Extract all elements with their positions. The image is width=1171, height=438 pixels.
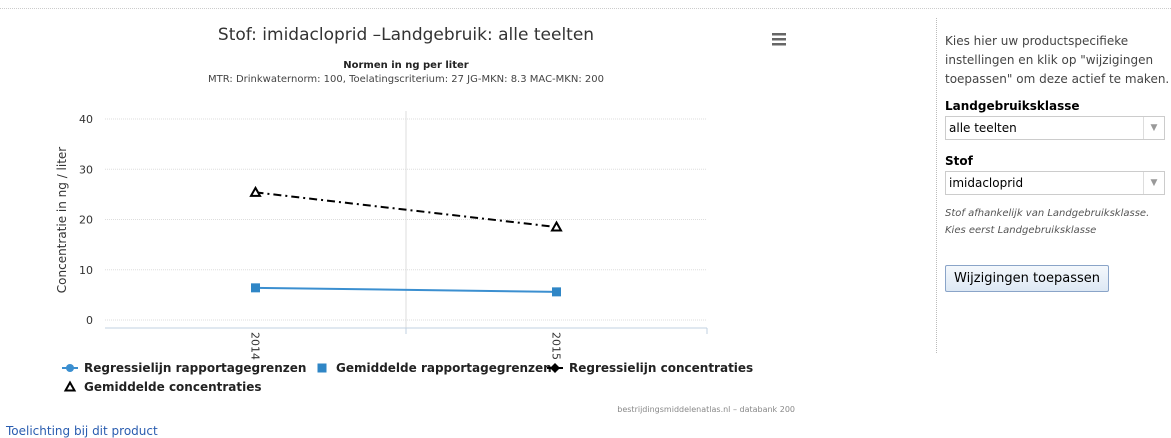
chart-subtitle: Normen in ng per liter bbox=[343, 60, 469, 71]
legend-label: Gemiddelde concentraties bbox=[84, 380, 262, 394]
x-tick-label: 2014 bbox=[249, 332, 262, 360]
legend-item[interactable]: Regressielijn concentraties bbox=[547, 361, 753, 375]
y-axis-label: Concentratie in ng / liter bbox=[55, 147, 69, 294]
y-tick-label: 10 bbox=[79, 264, 93, 277]
legend-symbol bbox=[66, 364, 74, 372]
y-tick-label: 40 bbox=[79, 113, 93, 126]
select[interactable]: imidacloprid ▼ bbox=[945, 171, 1165, 195]
sidebar: Kies hier uw productspecifieke instellin… bbox=[936, 18, 1171, 353]
separator bbox=[0, 8, 1171, 9]
y-tick-label: 0 bbox=[86, 314, 93, 327]
link[interactable]: Toelichting bij dit product bbox=[6, 424, 158, 438]
y-tick-label: 20 bbox=[79, 214, 93, 227]
menu-icon[interactable] bbox=[772, 33, 786, 46]
series-line bbox=[255, 286, 557, 293]
legend-symbol bbox=[550, 363, 560, 373]
select[interactable]: alle teelten ▼ bbox=[945, 116, 1165, 140]
credits: bestrijdingsmiddelenatlas.nl – databank … bbox=[617, 405, 795, 414]
chart-title: Stof: imidacloprid –Landgebruik: alle te… bbox=[218, 25, 594, 45]
data-point bbox=[249, 185, 262, 197]
legend-item[interactable]: Gemiddelde concentraties bbox=[63, 380, 262, 394]
chart-note: MTR: Drinkwaternorm: 100, Toelatingscrit… bbox=[208, 74, 604, 85]
y-tick-label: 30 bbox=[79, 163, 93, 176]
legend-symbol bbox=[317, 363, 327, 373]
select-value: alle teelten bbox=[949, 121, 1017, 135]
legend-label: Gemiddelde rapportagegrenzen bbox=[336, 361, 552, 375]
label: Stof bbox=[945, 154, 973, 168]
legend-label: Regressielijn concentraties bbox=[569, 361, 753, 375]
intro-text: Kies hier uw productspecifieke instellin… bbox=[945, 34, 1170, 86]
series-line bbox=[255, 191, 557, 229]
label: Landgebruiksklasse bbox=[945, 99, 1080, 113]
data-point bbox=[552, 287, 561, 297]
legend-item[interactable]: Regressielijn rapportagegrenzen bbox=[62, 361, 306, 375]
data-point bbox=[251, 283, 260, 293]
legend-symbol bbox=[63, 380, 77, 392]
chart: Stof: imidacloprid –Landgebruik: alle te… bbox=[55, 25, 795, 414]
data-point bbox=[550, 220, 563, 232]
hint: Stof afhankelijk van Landgebruiksklasse.… bbox=[945, 208, 1150, 236]
x-tick-label: 2015 bbox=[550, 332, 563, 360]
legend-item[interactable]: Gemiddelde rapportagegrenzen bbox=[317, 361, 552, 375]
apply-button[interactable]: Wijzigingen toepassen bbox=[945, 265, 1110, 292]
select-value: imidacloprid bbox=[949, 176, 1024, 190]
legend-label: Regressielijn rapportagegrenzen bbox=[84, 361, 306, 375]
